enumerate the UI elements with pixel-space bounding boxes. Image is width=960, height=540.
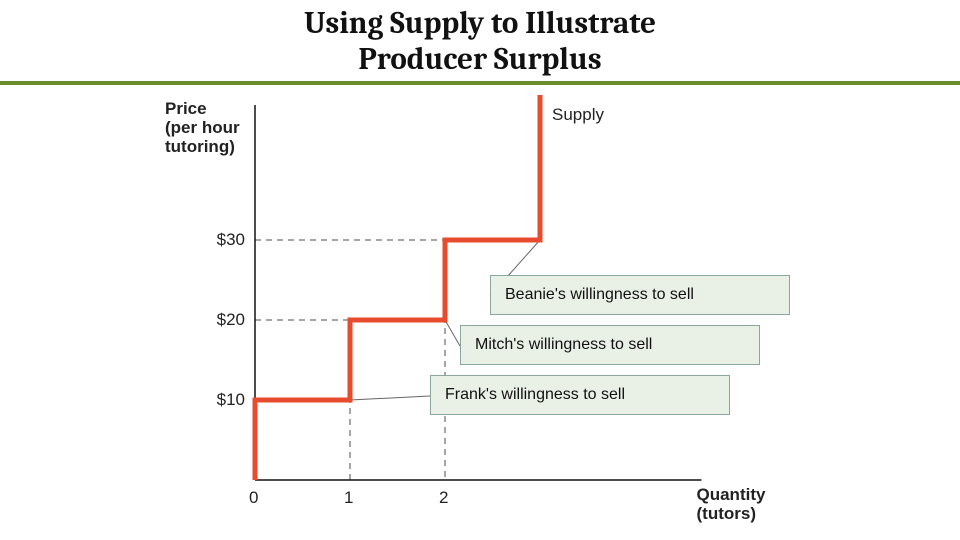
y-axis-label-line1: Price <box>165 100 240 119</box>
title-line2: Producer Surplus <box>0 42 960 78</box>
callout-beanie-text: Beanie's willingness to sell <box>505 286 694 303</box>
y-axis-label-line2: (per hour <box>165 119 240 138</box>
y-tick-20: $20 <box>195 310 245 330</box>
x-tick-2: 2 <box>439 488 448 508</box>
x-axis-label: Quantity (tutors) <box>697 486 766 523</box>
callout-frank-text: Frank's willingness to sell <box>445 386 625 403</box>
y-axis-label: Price (per hour tutoring) <box>165 100 240 156</box>
x-tick-0: 0 <box>249 488 258 508</box>
callout-frank: Frank's willingness to sell <box>430 375 730 415</box>
y-axis-label-line3: tutoring) <box>165 138 240 157</box>
y-tick-30: $30 <box>195 230 245 250</box>
title-line1: Using Supply to Illustrate <box>0 6 960 42</box>
page-title: Using Supply to Illustrate Producer Surp… <box>0 0 960 77</box>
chart-canvas <box>0 85 960 535</box>
callout-mitch: Mitch's willingness to sell <box>460 325 760 365</box>
x-axis-label-line2: (tutors) <box>697 505 766 524</box>
supply-line-label: Supply <box>552 105 604 125</box>
y-tick-10: $10 <box>195 390 245 410</box>
x-axis-label-line1: Quantity <box>697 486 766 505</box>
callout-mitch-text: Mitch's willingness to sell <box>475 336 652 353</box>
x-tick-1: 1 <box>344 488 353 508</box>
callout-beanie: Beanie's willingness to sell <box>490 275 790 315</box>
supply-chart: Price (per hour tutoring) Quantity (tuto… <box>0 85 960 535</box>
